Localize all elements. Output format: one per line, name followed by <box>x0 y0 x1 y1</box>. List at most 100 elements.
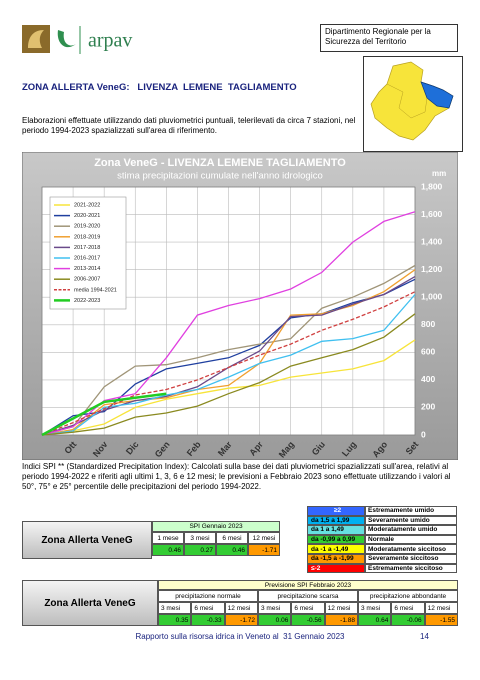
map-region <box>370 61 454 141</box>
forecast-value: 0.06 <box>258 614 292 626</box>
y-tick-label: 200 <box>421 402 435 412</box>
legend-class: Estremamente umido <box>365 506 457 516</box>
legend-label: 2019-2020 <box>74 224 100 230</box>
column-header: 3 mesi <box>158 602 192 614</box>
spi-table: Zona Allerta VeneG SPI Gennaio 2023 1 mese… <box>22 521 280 559</box>
forecast-value: -1.72 <box>224 614 258 626</box>
map-borders <box>386 83 428 119</box>
series-line <box>41 339 416 436</box>
logo-swirl <box>57 30 76 48</box>
forecast-value: -0.06 <box>391 614 425 626</box>
group-header: precipitazione scarsa <box>258 590 358 602</box>
logo-text: arpav <box>88 30 132 52</box>
y-tick-label: 1,000 <box>421 291 443 301</box>
table-title: SPI Gennaio 2023 <box>152 521 280 532</box>
series-line <box>41 291 416 436</box>
forecast-value: -0.56 <box>291 614 325 626</box>
legend: 2021-2022 2020-2021 2019-2020 2018-2019 2017… <box>49 196 127 310</box>
legend-range: da -1,5 a -1,99 <box>307 554 365 564</box>
page-title: ZONA ALLERTA VeneG: LIVENZA LEMENE TAGLI… <box>22 82 297 93</box>
y-tick-label: 600 <box>421 347 435 357</box>
region-map <box>363 56 463 152</box>
legend-class: Normale <box>365 534 457 545</box>
legend-label: media 1994-2021 <box>74 287 117 293</box>
series-line <box>41 392 167 437</box>
y-tick-label: 800 <box>421 319 435 329</box>
spi-text: Indici SPI ** (Standardized Precipitatio… <box>22 462 451 491</box>
column-header: 3 mesi <box>184 532 216 544</box>
y-tick-label: 1,200 <box>421 264 443 274</box>
legend-label: 2022-2023 <box>74 298 100 304</box>
footer-text: Rapporto sulla risorsa idrica in Veneto … <box>135 632 345 641</box>
legend-label: 2013-2014 <box>74 266 100 272</box>
column-header: 3 mesi <box>258 602 292 614</box>
column-header: 1 mese <box>152 532 184 544</box>
spi-value: 0.46 <box>152 544 184 556</box>
column-header: 12 mesi <box>224 602 258 614</box>
series-line <box>41 278 416 436</box>
y-tick-label: 400 <box>421 374 435 384</box>
y-tick-label: 1,800 <box>421 181 443 191</box>
series-line <box>41 264 416 436</box>
chart: Zona VeneG - LIVENZA LEMENE TAGLIAMENTO … <box>22 152 458 460</box>
legend-label: 2016-2017 <box>74 255 100 261</box>
forecast-value: -0.33 <box>191 614 225 626</box>
table-title: Previsione SPI Febbraio 2023 <box>158 580 458 590</box>
legend-class: Severamente umido <box>365 515 457 526</box>
legend-class: Moderatamente siccitoso <box>365 544 457 554</box>
legend-label: 2020-2021 <box>74 213 100 219</box>
legend-label: 2021-2022 <box>74 202 100 208</box>
legend-range: da 1 a 1,49 <box>307 525 365 535</box>
map-zone <box>420 81 454 109</box>
series-line <box>41 313 416 436</box>
forecast-value: -1.55 <box>424 614 458 626</box>
legend-label: 2006-2007 <box>74 277 100 283</box>
series-line <box>41 269 416 436</box>
column-header: 6 mesi <box>391 602 425 614</box>
legend-label: 2018-2019 <box>74 234 100 240</box>
intro-text: Elaborazioni effettuate utilizzando dati… <box>22 116 356 135</box>
legend-class: Moderatamente umido <box>365 525 457 535</box>
column-header: 6 mesi <box>216 532 248 544</box>
y-axis-label: mm <box>432 169 446 178</box>
spi-value: -1.71 <box>248 544 280 556</box>
group-header: precipitazione normale <box>158 590 258 602</box>
legend-class: Severamente siccitoso <box>365 554 457 564</box>
group-header: precipitazione abbondante <box>358 590 458 602</box>
spi-legend: ≥2 Estremamente umido da 1,5 a 1,99 Severam… <box>307 506 457 574</box>
forecast-value: -1.88 <box>324 614 358 626</box>
plot-border <box>41 186 416 436</box>
column-header: 6 mesi <box>291 602 325 614</box>
legend-label: 2017-2018 <box>74 245 100 251</box>
zone-label: Zona Allerta VeneG <box>22 580 158 626</box>
logo-emblem-shape <box>28 30 44 48</box>
y-tick-label: 1,400 <box>421 236 443 246</box>
column-header: 12 mesi <box>248 532 280 544</box>
logo: arpav <box>22 25 132 54</box>
page-number: 14 <box>420 632 429 641</box>
series-line <box>41 294 416 436</box>
zone-label: Zona Allerta VeneG <box>22 521 152 559</box>
legend-range: da -1 a -1,49 <box>307 544 365 554</box>
chart-subtitle: stima precipitazioni cumulate nell'anno … <box>117 171 323 182</box>
legend-range: da 1,5 a 1,99 <box>307 515 365 526</box>
legend-range: ≥2 <box>307 506 365 516</box>
y-tick-label: 0 <box>421 429 426 439</box>
forecast-value: 0.64 <box>358 614 392 626</box>
legend-range: ≤-2 <box>307 563 365 574</box>
column-header: 12 mesi <box>324 602 358 614</box>
spi-value: 0.46 <box>216 544 248 556</box>
spi-value: 0.27 <box>184 544 216 556</box>
legend-range: da -0,99 a 0,99 <box>307 534 365 545</box>
series-line <box>41 211 416 436</box>
column-header: 12 mesi <box>424 602 458 614</box>
forecast-table: Zona Allerta VeneG Previsione SPI Febbrai… <box>22 580 458 626</box>
column-header: 6 mesi <box>191 602 225 614</box>
legend-class: Estremamente siccitoso <box>365 563 457 574</box>
chart-title: Zona VeneG - LIVENZA LEMENE TAGLIAMENTO <box>94 157 346 169</box>
column-header: 3 mesi <box>358 602 392 614</box>
y-tick-label: 1,600 <box>421 209 443 219</box>
department-box: Dipartimento Regionale per la Sicurezza … <box>320 24 458 52</box>
forecast-value: 0.35 <box>158 614 192 626</box>
